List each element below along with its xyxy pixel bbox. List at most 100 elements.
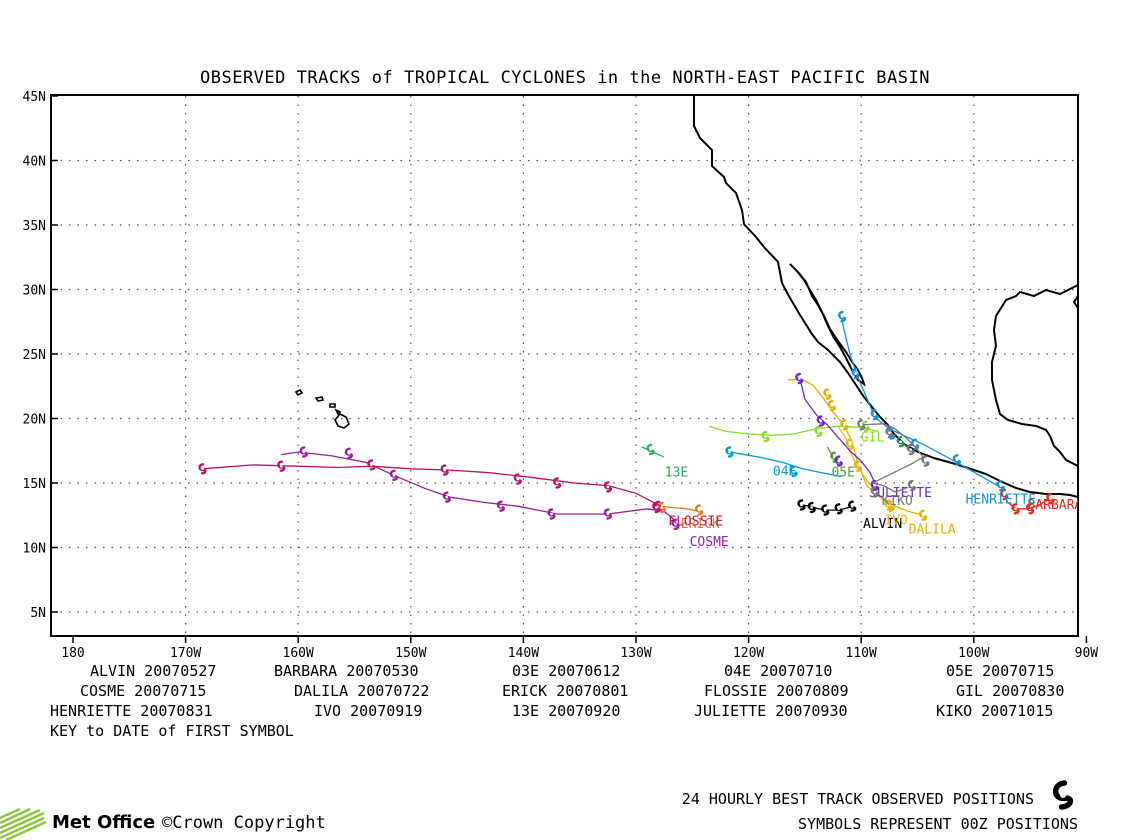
storm-label: 13E: [665, 466, 688, 481]
storm-track-13e: 13E: [641, 443, 688, 481]
storm-track-barbara: BARBARA: [1000, 488, 1078, 515]
cyclone-symbol-icon: [1052, 780, 1074, 810]
met-office-logo-text: Met Office: [52, 812, 156, 833]
storm-track-erick: ERICK: [657, 501, 720, 532]
storm-track-dalila: DALILA: [788, 379, 956, 537]
footer-positions-note: 24 HOURLY BEST TRACK OBSERVED POSITIONS: [681, 790, 1034, 808]
storm-label: JULIETTE: [869, 486, 932, 501]
track-line: [725, 450, 842, 478]
storm-track-cosme: COSME: [281, 446, 729, 550]
key-entry: 03E 20070612: [512, 662, 621, 680]
cyclone-position-symbol: [299, 446, 308, 458]
cyclone-position-symbol: [694, 504, 704, 516]
storm-label: 05E: [831, 466, 854, 481]
storm-track-ivo: IVO: [838, 427, 908, 528]
cyclone-tracks: ALVIN BARBARA 04E 05E COSME DALILA ERICKFLOSSI…: [198, 310, 1078, 550]
key-entry: IVO 20070919: [314, 702, 423, 720]
lon-tick-label: 90W: [1075, 646, 1099, 661]
footer-symbols-note: SYMBOLS REPRESENT 00Z POSITIONS: [798, 815, 1078, 833]
storm-track-kiko: KIKO: [857, 419, 930, 509]
lat-tick-label: 5N: [30, 606, 46, 621]
storm-label: ALVIN: [863, 517, 902, 532]
storm-label: KIKO: [882, 494, 913, 509]
storm-track-gil: GIL: [709, 420, 885, 446]
lat-tick-label: 45N: [23, 90, 46, 105]
lat-tick-label: 35N: [23, 219, 46, 234]
storm-label: COSME: [690, 535, 729, 550]
coastlines: [294, 96, 1078, 498]
track-line: [840, 315, 1003, 489]
lon-tick-label: 100W: [958, 646, 989, 661]
baja-california-coast: [789, 263, 866, 387]
storm-label: 04E: [773, 464, 796, 479]
track-line: [797, 376, 877, 486]
cyclone-position-symbol: [840, 419, 849, 431]
lon-tick-label: 120W: [733, 646, 764, 661]
storm-label: GIL: [861, 431, 885, 446]
cyclone-position-symbol: [496, 500, 506, 512]
storm-track-flossie: FLOSSIE: [198, 459, 723, 530]
key-entry: 05E 20070715: [946, 662, 1055, 680]
track-line: [788, 379, 924, 516]
gridlines: [51, 95, 1088, 643]
storm-label: DALILA: [909, 522, 956, 537]
storm-track-juliette: JULIETTE: [795, 372, 932, 501]
cyclone-position-symbol: [646, 443, 655, 456]
lat-tick-label: 15N: [23, 477, 46, 492]
key-entry: HENRIETTE 20070831: [50, 702, 213, 720]
key-entry: GIL 20070830: [956, 682, 1065, 700]
track-line: [658, 505, 700, 513]
track-line: [801, 504, 853, 511]
met-office-logo: [0, 808, 47, 840]
storm-label: HENRIETTE: [966, 493, 1036, 508]
yucatan-coast: [1072, 295, 1078, 309]
storm-track-04e: 04E: [725, 446, 842, 479]
axis-labels: 45N 40N 35N 30N 25N 20N 15N 10N 5N 180 170W 160W 150…: [23, 90, 1099, 661]
cyclone-position-symbol: [827, 399, 837, 412]
cyclone-position-symbol: [795, 372, 804, 385]
lon-tick-label: 170W: [170, 646, 201, 661]
track-line: [838, 427, 890, 507]
key-entry: KIKO 20071015: [936, 702, 1054, 720]
track-line: [709, 425, 879, 436]
copyright-note: ©Crown Copyright: [162, 813, 326, 833]
lon-tick-label: 160W: [283, 646, 314, 661]
storm-track-henriette: HENRIETTE: [837, 310, 1036, 508]
lon-tick-label: 130W: [620, 646, 651, 661]
cyclone-position-symbol: [389, 469, 399, 481]
key-entry: 13E 20070920: [512, 702, 621, 720]
lon-tick-label: 150W: [395, 646, 426, 661]
key-entry: ALVIN 20070527: [90, 662, 217, 680]
cyclone-position-symbol: [834, 455, 843, 467]
track-line: [202, 464, 662, 507]
key-entry: DALILA 20070722: [294, 682, 430, 700]
lat-tick-label: 30N: [23, 284, 46, 299]
storm-label: IVO: [884, 513, 908, 528]
key-entry: BARBARA 20070530: [274, 662, 419, 680]
cyclone-position-symbol: [823, 388, 832, 400]
cyclone-position-symbol: [344, 447, 354, 459]
storm-label: FLOSSIE: [668, 515, 723, 530]
cyclone-position-symbol: [921, 455, 930, 467]
lon-tick-label: 140W: [508, 646, 539, 661]
key-entry: FLOSSIE 20070809: [704, 682, 849, 700]
plot-frame: [50, 94, 1079, 637]
lat-tick-label: 25N: [23, 348, 46, 363]
cyclone-position-symbol: [547, 508, 556, 520]
lat-tick-label: 20N: [23, 413, 46, 428]
key-entry: 04E 20070710: [724, 662, 833, 680]
chart-title: OBSERVED TRACKS of TROPICAL CYCLONES in …: [200, 68, 930, 88]
hawaiian-islands: [294, 388, 350, 429]
cyclone-position-symbol: [367, 459, 376, 471]
key-note: KEY to DATE of FIRST SYMBOL: [50, 722, 294, 740]
cyclone-position-symbol: [761, 430, 770, 443]
storm-label: ERICK: [681, 517, 720, 532]
track-line: [1003, 494, 1051, 510]
cyclone-position-symbol: [603, 481, 613, 493]
cyclone-position-symbol: [848, 500, 857, 512]
key-entry: COSME 20070715: [80, 682, 207, 700]
lon-tick-label: 110W: [846, 646, 877, 661]
cyclone-position-symbol: [918, 509, 928, 521]
cyclone-position-symbol: [553, 477, 562, 489]
